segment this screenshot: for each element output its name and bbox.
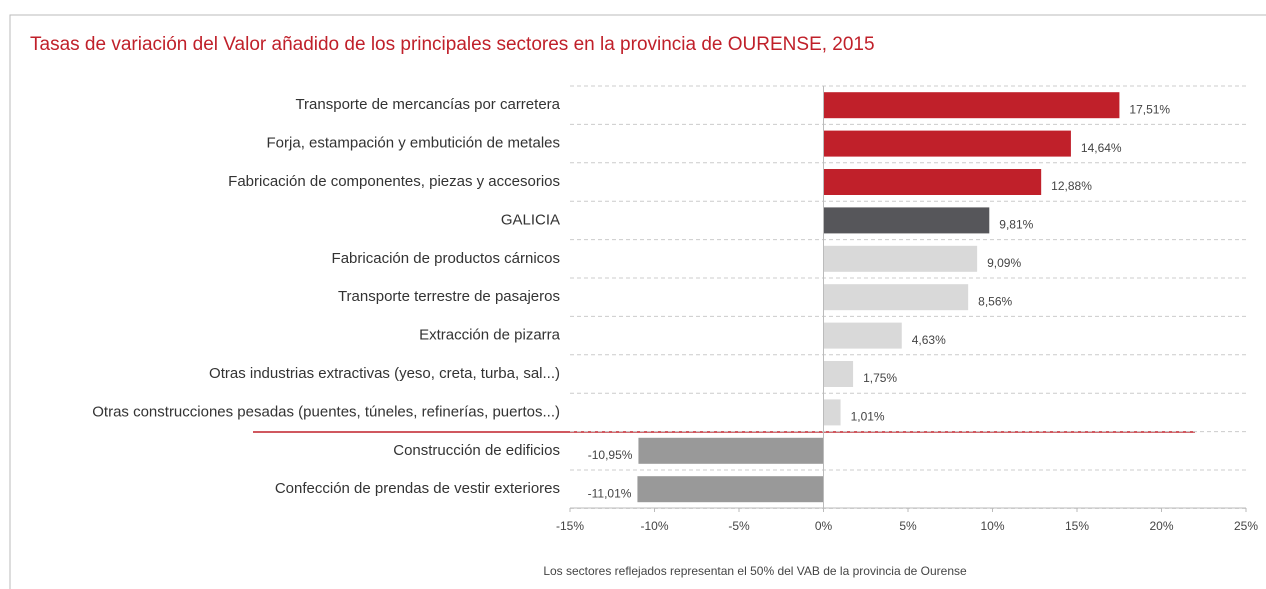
bar <box>823 130 1071 157</box>
footnote: Los sectores reflejados representan el 5… <box>543 564 967 578</box>
value-label: 8,56% <box>978 294 1012 308</box>
value-label: 12,88% <box>1051 179 1092 193</box>
category-label: GALICIA <box>501 211 560 228</box>
bar <box>637 476 824 503</box>
bar <box>823 245 978 272</box>
category-label: Extracción de pizarra <box>419 327 561 344</box>
value-label: 17,51% <box>1129 102 1170 116</box>
x-tick-label: -10% <box>640 519 668 533</box>
category-label: Fabricación de productos cárnicos <box>332 250 560 267</box>
chart-title: Tasas de variación del Valor añadido de … <box>30 34 875 55</box>
category-label: Fabricación de componentes, piezas y acc… <box>228 173 560 190</box>
x-tick-label: -15% <box>556 519 584 533</box>
category-label: Otras industrias extractivas (yeso, cret… <box>209 365 560 382</box>
category-label: Otras construcciones pesadas (puentes, t… <box>92 403 560 420</box>
value-label: 1,01% <box>851 410 885 424</box>
bar <box>823 207 990 234</box>
bar <box>823 284 969 311</box>
value-label: -11,01% <box>588 486 632 500</box>
value-label: 14,64% <box>1081 141 1122 155</box>
value-label: 9,81% <box>999 218 1033 232</box>
bar <box>638 437 824 464</box>
x-tick-label: 10% <box>980 519 1004 533</box>
category-label: Construcción de edificios <box>393 442 560 459</box>
category-label: Transporte de mercancías por carretera <box>295 96 560 113</box>
bar <box>823 322 902 349</box>
bar <box>823 169 1042 195</box>
bar <box>823 92 1120 119</box>
x-tick-label: 20% <box>1149 519 1173 533</box>
value-label: 9,09% <box>987 256 1021 270</box>
x-tick-label: -5% <box>728 519 750 533</box>
category-label: Confección de prendas de vestir exterior… <box>275 480 560 497</box>
x-tick-label: 15% <box>1065 519 1089 533</box>
category-label: Transporte terrestre de pasajeros <box>338 288 560 305</box>
x-tick-label: 5% <box>899 519 917 533</box>
bar <box>823 399 841 426</box>
value-label: 4,63% <box>912 333 946 347</box>
x-tick-label: 25% <box>1234 519 1258 533</box>
value-label: 1,75% <box>863 371 897 385</box>
x-tick-label: 0% <box>815 519 833 533</box>
frame <box>9 14 1266 589</box>
bar <box>823 361 854 387</box>
value-label: -10,95% <box>588 448 633 462</box>
category-label: Forja, estampación y embutición de metal… <box>267 135 560 152</box>
